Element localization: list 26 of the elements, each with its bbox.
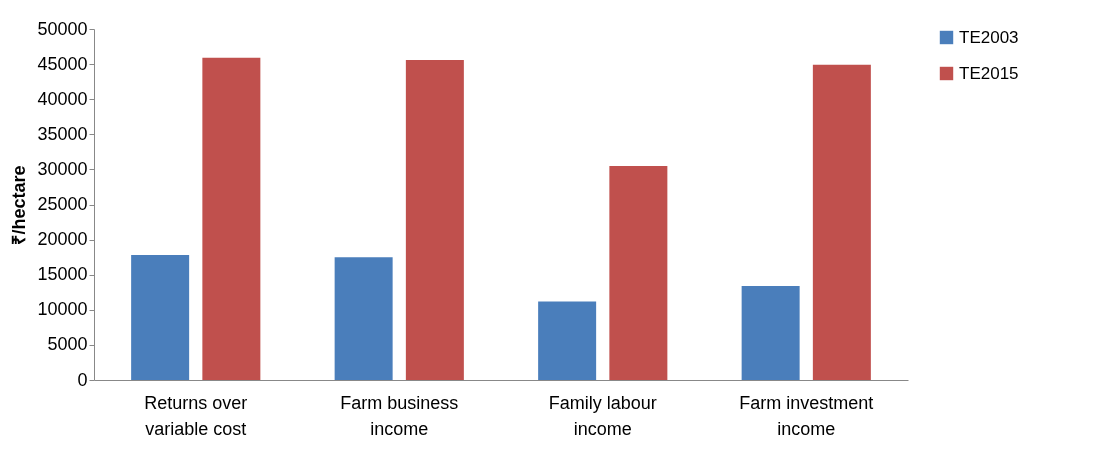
y-tick-label: 5000 bbox=[47, 334, 88, 355]
y-tick-label: 40000 bbox=[37, 88, 88, 109]
bar bbox=[812, 64, 871, 380]
bar bbox=[538, 301, 597, 380]
y-tick-label: 20000 bbox=[37, 229, 88, 250]
bar bbox=[741, 285, 800, 380]
x-tick-label: Returns over variable cost bbox=[144, 392, 248, 439]
bar bbox=[202, 57, 261, 380]
y-tick-label: 50000 bbox=[37, 18, 88, 39]
y-tick-label: 45000 bbox=[37, 53, 88, 74]
y-tick-label: 15000 bbox=[37, 264, 88, 285]
y-tick-label: 0 bbox=[77, 369, 88, 390]
x-tick-label: Farm investment income bbox=[739, 392, 874, 439]
bar bbox=[131, 255, 190, 380]
legend-label: TE2003 bbox=[959, 27, 1019, 47]
y-tick-label: 30000 bbox=[37, 158, 88, 179]
y-tick-label: 10000 bbox=[37, 299, 88, 320]
legend-label: TE2015 bbox=[959, 63, 1019, 83]
y-tick-label: 25000 bbox=[37, 194, 88, 214]
bar bbox=[405, 59, 464, 380]
bar bbox=[609, 165, 668, 380]
y-tick-label: 35000 bbox=[37, 123, 88, 144]
bar bbox=[334, 257, 393, 380]
x-tick-label: Farm business income bbox=[340, 392, 459, 439]
x-tick-label: Family labour income bbox=[548, 392, 657, 439]
y-axis-title: ₹/hectare bbox=[9, 165, 30, 245]
